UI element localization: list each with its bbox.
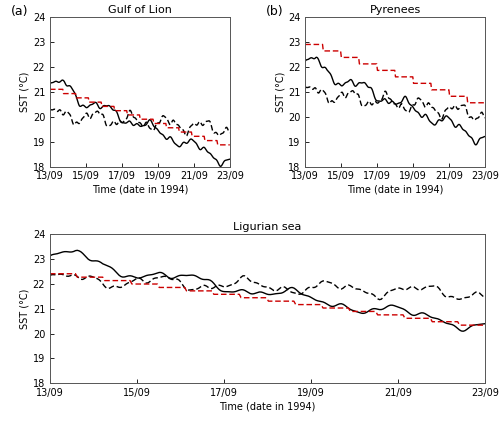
- Text: (a): (a): [10, 5, 28, 18]
- Title: Pyrenees: Pyrenees: [370, 5, 420, 15]
- Y-axis label: SST (°C): SST (°C): [275, 72, 285, 112]
- X-axis label: Time (date in 1994): Time (date in 1994): [220, 401, 316, 411]
- Title: Ligurian sea: Ligurian sea: [234, 222, 302, 232]
- Y-axis label: SST (°C): SST (°C): [20, 288, 30, 329]
- X-axis label: Time (date in 1994): Time (date in 1994): [347, 184, 444, 194]
- Text: (b): (b): [266, 5, 283, 18]
- X-axis label: Time (date in 1994): Time (date in 1994): [92, 184, 188, 194]
- Title: Gulf of Lion: Gulf of Lion: [108, 5, 172, 15]
- Y-axis label: SST (°C): SST (°C): [20, 72, 30, 112]
